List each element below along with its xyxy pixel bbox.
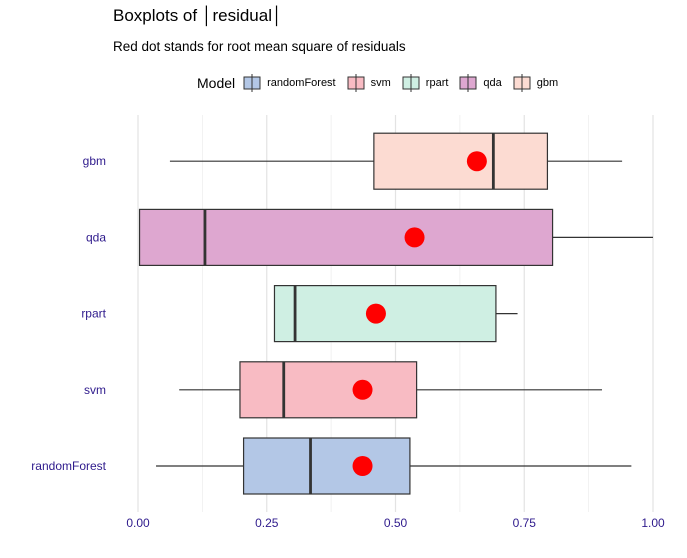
legend-item-qda: qda [459,74,502,92]
rms-point-svm [352,379,373,400]
legend-key-qda [459,74,477,92]
legend-label-svm: svm [370,77,391,89]
x-tick-label: 0.25 [255,516,279,530]
legend-key-gbm [513,74,531,92]
box-qda [138,208,554,266]
legend-label-gbm: gbm [536,77,559,89]
x-tick-label: 0.75 [513,516,537,530]
rms-point-randomforest [352,456,373,476]
box-randomforest [242,437,411,495]
x-tick-label: 0.00 [126,516,150,530]
y-tick-label-svm: svm [84,383,106,397]
legend-label-qda: qda [483,77,502,89]
legend-key-svm [347,74,365,92]
rms-point-rpart [365,303,386,324]
legend-item-svm: svm [347,74,391,92]
legend-item-gbm: gbm [513,74,558,92]
legend-key-randomforest [243,74,261,92]
y-tick-label-randomforest: randomForest [31,459,106,473]
legend: Model randomForest svm rpart qda [197,73,569,93]
chart-title: Boxplots of │residual│ [113,6,283,25]
y-tick-label-gbm: gbm [83,154,106,168]
rms-point-gbm [466,151,487,172]
legend-label-randomforest: randomForest [267,77,336,89]
legend-key-rpart [402,74,420,92]
box-gbm [373,132,549,190]
rms-point-qda [404,227,425,248]
x-tick-label: 0.50 [384,516,408,530]
box-svm [239,361,418,419]
legend-label-rpart: rpart [425,77,449,89]
x-tick-label: 1.00 [641,516,665,530]
y-tick-label-rpart: rpart [81,307,106,321]
legend-item-rpart: rpart [402,74,449,92]
legend-title: Model [197,75,236,91]
y-tick-label-qda: qda [86,230,106,244]
legend-item-randomforest: randomForest [243,74,336,92]
chart-subtitle: Red dot stands for root mean square of r… [113,39,406,54]
